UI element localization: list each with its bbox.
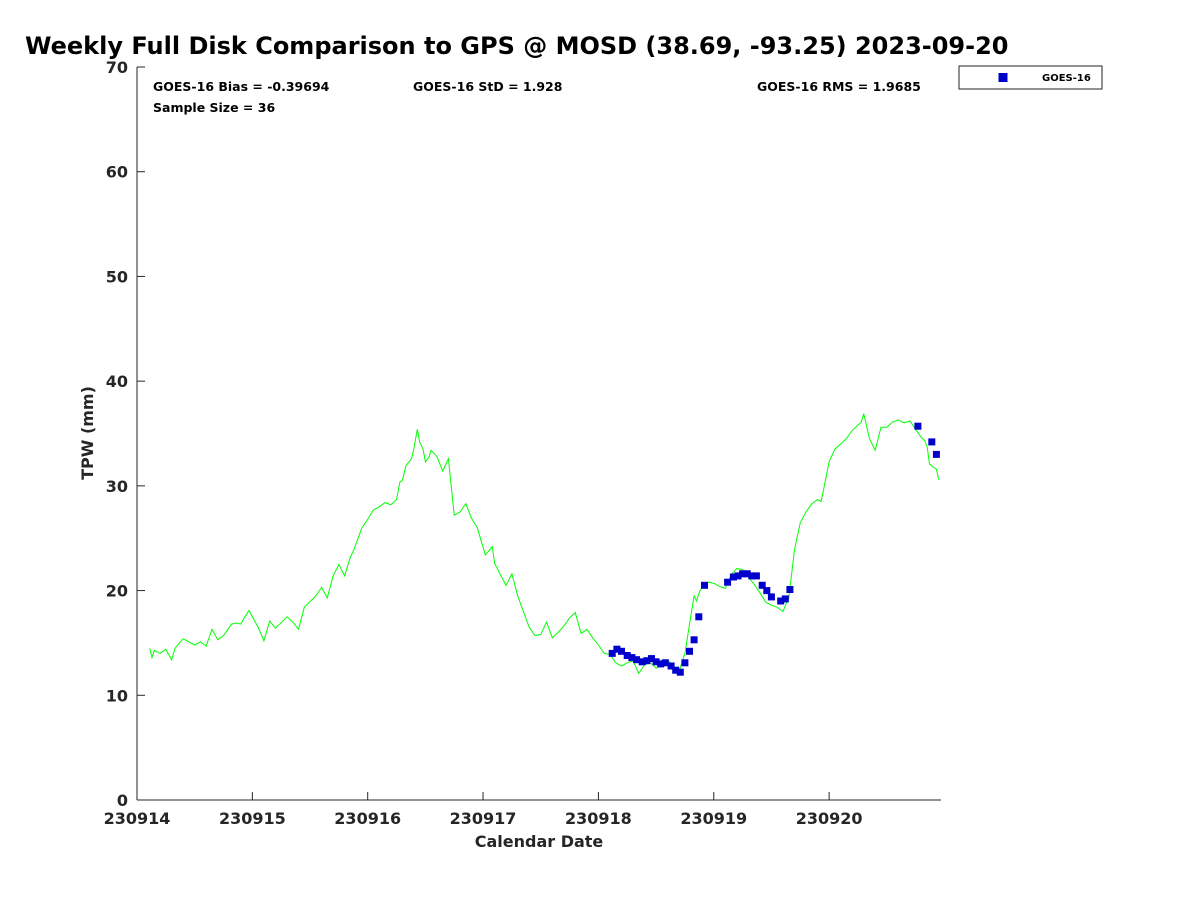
goes-16-point: [661, 659, 669, 667]
x-tick-label: 230917: [450, 809, 517, 828]
goes-16-point: [690, 636, 698, 644]
goes-16-point: [628, 654, 636, 662]
goes-16-point: [608, 649, 616, 657]
legend-label-goes-16: GOES-16: [1042, 73, 1091, 84]
goes-16-point: [643, 657, 651, 665]
goes-16-point: [786, 586, 794, 593]
goes-16-point: [695, 613, 703, 621]
y-tick-label: 40: [106, 372, 128, 391]
y-tick-label: 70: [106, 58, 128, 77]
goes-16-point: [724, 578, 732, 586]
goes-16-point: [681, 659, 689, 667]
goes-16-point: [686, 647, 693, 655]
goes-16-point: [618, 647, 625, 655]
goes-16-point: [752, 572, 760, 580]
plot-area: 230914 230915 230916 230917 230918 230919 2309…: [104, 58, 941, 828]
goes-16-point: [758, 581, 766, 589]
legend-marker-goes-16: [998, 73, 1008, 82]
x-tick-label: 230918: [565, 809, 632, 828]
goes-16-point: [781, 595, 789, 603]
goes-16-series: [608, 422, 940, 676]
gps-series: [149, 413, 940, 675]
goes-16-point: [652, 658, 660, 666]
bias-stat: GOES-16 Bias = -0.39694: [153, 79, 330, 94]
x-tick-label: 230914: [104, 809, 171, 828]
goes-16-point: [729, 573, 737, 581]
y-tick-label: 60: [106, 163, 128, 182]
goes-16-point: [648, 655, 655, 663]
goes-16-point: [748, 572, 756, 580]
legend: GOES-16: [958, 65, 1103, 90]
gps-line: [149, 413, 940, 675]
legend-box: [958, 65, 1103, 90]
x-tick-label: 230916: [334, 809, 401, 828]
y-axis-ticks: 0 10 20 30 40 50 60 70: [106, 58, 145, 810]
y-tick-label: 30: [106, 477, 128, 496]
goes-16-point: [763, 587, 771, 595]
x-axis-label: Calendar Date: [475, 832, 604, 851]
goes-16-point: [676, 668, 684, 676]
y-tick-label: 10: [106, 686, 128, 705]
rms-stat: GOES-16 RMS = 1.9685: [757, 79, 921, 94]
sample-size-stat: Sample Size = 36: [153, 100, 275, 115]
goes-16-point: [701, 581, 708, 589]
goes-16-point: [743, 570, 751, 578]
goes-16-point: [667, 662, 675, 670]
x-tick-label: 230920: [796, 809, 863, 828]
goes-16-point: [613, 645, 621, 653]
axes-background: [137, 67, 941, 800]
chart-title: Weekly Full Disk Comparison to GPS @ MOS…: [25, 32, 1008, 60]
goes-16-point: [633, 656, 640, 664]
goes-16-point: [932, 450, 940, 458]
goes-16-point: [767, 593, 775, 601]
goes-16-point: [657, 660, 665, 668]
goes-16-point: [672, 666, 680, 674]
goes-16-point: [914, 422, 922, 430]
goes-16-point: [638, 658, 646, 666]
x-tick-label: 230915: [219, 809, 286, 828]
y-tick-label: 20: [106, 582, 128, 601]
goes-16-point: [734, 572, 742, 580]
y-axis-label: TPW (mm): [78, 386, 97, 480]
y-tick-label: 0: [117, 791, 128, 810]
y-tick-label: 50: [106, 267, 128, 286]
std-stat: GOES-16 StD = 1.928: [413, 79, 562, 94]
goes-16-point: [777, 597, 785, 605]
goes-16-point: [928, 438, 936, 446]
x-tick-label: 230919: [680, 809, 747, 828]
x-axis-ticks: 230914 230915 230916 230917 230918 230919 2309…: [104, 792, 863, 828]
goes-16-point: [623, 652, 631, 659]
goes-16-point: [739, 570, 747, 578]
